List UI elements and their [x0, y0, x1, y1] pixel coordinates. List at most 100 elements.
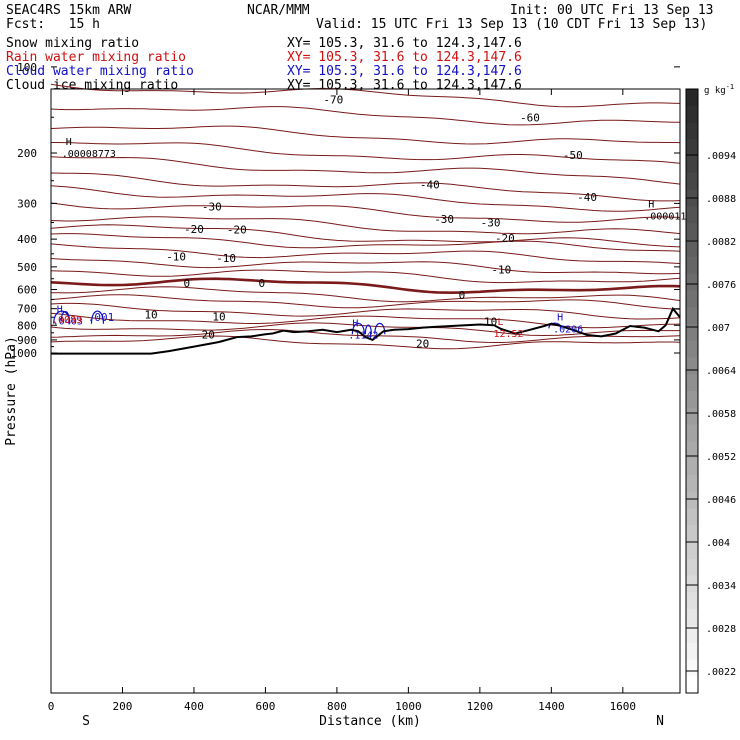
isotherm-line [50, 302, 681, 320]
colorbar-segment [686, 625, 698, 644]
y-tick-label-600: 600 [17, 284, 37, 297]
colorbar-segment [686, 357, 698, 375]
colorbar-label: .0058 [706, 409, 736, 420]
isotherm-label: -30 [481, 217, 501, 230]
x-end-north: N [656, 714, 664, 729]
field-xy-cloud-water: XY= 105.3, 31.6 to 124.3,147.6 [287, 64, 522, 79]
colorbar-label: .0034 [706, 581, 736, 592]
colorbar-label: .0082 [706, 237, 736, 248]
terrain-line [51, 306, 681, 355]
isotherm-line [50, 335, 681, 350]
colorbar-segment [686, 172, 698, 191]
y-tick-label-800: 800 [17, 319, 37, 332]
colorbar-segment [686, 223, 698, 241]
isotherm-line [50, 216, 681, 235]
colorbar-segment [686, 525, 698, 543]
isotherm-line [50, 233, 681, 252]
isotherm-lines [50, 83, 681, 350]
y-tick-label-1000: 1000 [11, 347, 38, 360]
colorbar-segment [686, 609, 698, 627]
x-tick-label-200: 200 [113, 700, 133, 713]
isotherm-label: 10 [144, 309, 157, 322]
isotherm-label: -10 [491, 263, 511, 276]
isotherm-label: -40 [577, 191, 597, 204]
x-tick-label-0: 0 [48, 700, 55, 713]
colorbar-segment [686, 441, 698, 459]
colorbar-segment [686, 105, 698, 124]
colorbar-label: .0028 [706, 624, 736, 635]
y-tick-label-400: 400 [17, 233, 37, 246]
colorbar-label: .004 [706, 538, 730, 549]
x-end-south: S [82, 714, 90, 729]
colorbar-segment [686, 122, 698, 140]
isotherm-label: -20 [184, 223, 204, 236]
colorbar-segment [686, 575, 698, 593]
extremum-mark: H [352, 318, 358, 329]
colorbar-segment [686, 391, 698, 409]
extremum-value: .1142 [348, 330, 378, 341]
isotherm-line [50, 125, 681, 145]
isotherm-label: -70 [323, 93, 343, 106]
contour-labels: -70 -60 -50 -40 -40 -30 -30 -30 -20 -20 -20 -10 -10 -… [52, 93, 698, 350]
colorbar-segment [686, 307, 698, 325]
isotherm-label: -10 [166, 251, 186, 264]
x-axis-label: Distance (km) [319, 714, 421, 729]
y-tick-label-500: 500 [17, 261, 37, 274]
isotherm-line [50, 172, 681, 202]
extremum-value: .0206 [553, 325, 583, 336]
isotherm-line [50, 286, 681, 303]
isotherm-line [51, 142, 681, 164]
isotherm-label: 10 [212, 310, 225, 323]
isotherm-label: -30 [202, 201, 222, 214]
isotherm-line [50, 269, 681, 284]
x-tick-label-1400: 1400 [538, 700, 565, 713]
org-label: NCAR/MMM [247, 3, 310, 18]
field-xy-rain: XY= 105.3, 31.6 to 124.3,147.6 [287, 50, 522, 65]
colorbar-segment [686, 642, 698, 660]
isotherm-line [50, 243, 681, 264]
isotherm-label: -20 [227, 223, 247, 236]
field-xy-snow: XY= 105.3, 31.6 to 124.3,147.6 [287, 36, 522, 51]
isotherm-label: -50 [563, 149, 583, 162]
colorbar-label: .0046 [706, 495, 736, 506]
isotherm-line [50, 277, 681, 295]
isotherm-label: -40 [420, 179, 440, 192]
valid-time: Valid: 15 UTC Fri 13 Sep 13 (10 CDT Fri … [316, 17, 708, 32]
colorbar-segment [686, 592, 698, 610]
extremum-mark: H [66, 137, 72, 148]
x-tick-label-600: 600 [255, 700, 275, 713]
colorbar: .0094 .0088 .0082 .0076 .007 .0064 .0058 .0052.… [685, 88, 736, 694]
isotherm-label: 0 [183, 277, 190, 290]
colorbar-segment [686, 89, 698, 107]
colorbar-label: .007 [706, 323, 730, 334]
colorbar-segment [686, 206, 698, 224]
x-tick-label-800: 800 [327, 700, 347, 713]
extremum-mark: H [648, 199, 654, 210]
isotherm-line [50, 312, 681, 329]
extremum-mark: H [557, 313, 563, 324]
y-tick-label-100: 100 [17, 61, 37, 74]
colorbar-segment [686, 424, 698, 442]
colorbar-segment [686, 323, 698, 342]
y-tick-label-700: 700 [17, 303, 37, 316]
colorbar-label: .0076 [706, 280, 736, 291]
colorbar-label: .0094 [706, 151, 736, 162]
colorbar-segment [686, 290, 698, 308]
colorbar-segment [686, 407, 698, 426]
rain-value-label: .0089 [52, 315, 82, 326]
y-tick-label-900: 900 [17, 334, 37, 347]
colorbar-segment [686, 458, 698, 476]
y-tick-label-200: 200 [17, 147, 37, 160]
colorbar-label: .0088 [706, 194, 736, 205]
cloud-contour [364, 324, 372, 335]
y-tick-label-300: 300 [17, 197, 37, 210]
colorbar-segment [686, 273, 698, 291]
isotherm-label: 10 [484, 315, 497, 328]
isotherm-label: -10 [216, 252, 236, 265]
axes: 0 200 400 600 800 1000 1200 1400 160010020030040… [11, 61, 680, 713]
colorbar-label: .0022 [706, 667, 736, 678]
colorbar-segment [686, 240, 698, 258]
colorbar-segment [686, 659, 698, 677]
colorbar-segment [686, 374, 698, 392]
